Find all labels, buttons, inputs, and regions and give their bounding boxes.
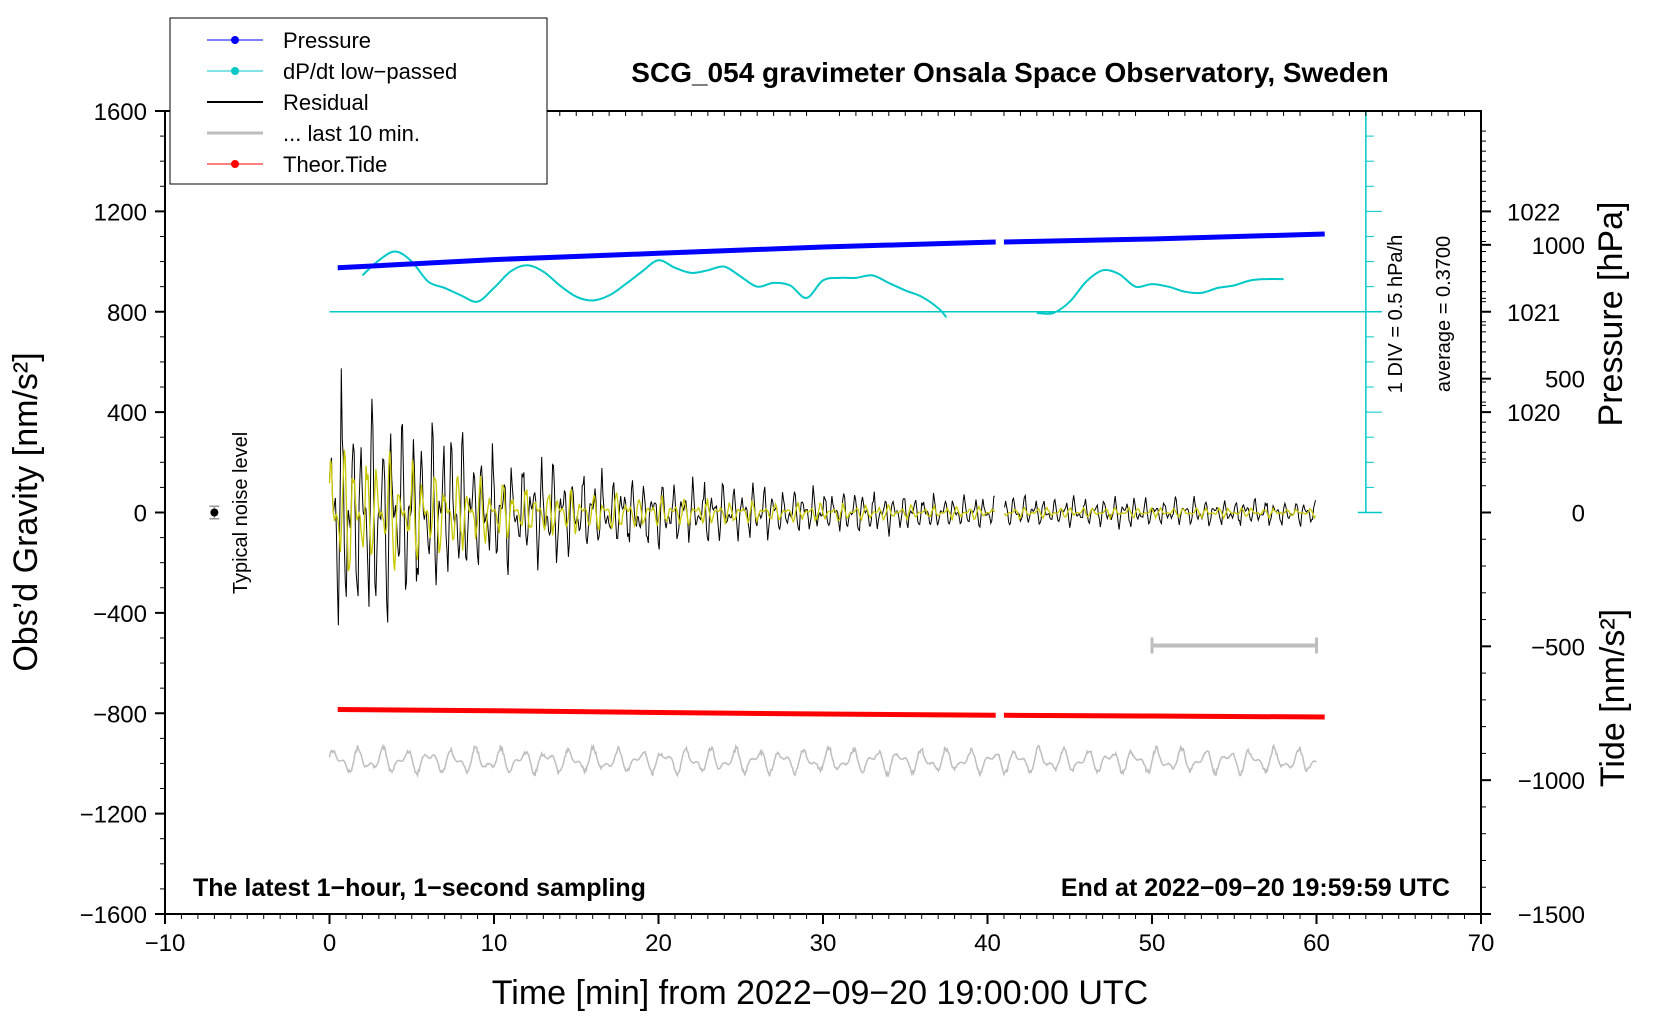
pressure-tick-label: 1021 (1507, 300, 1560, 327)
pressure-line (1003, 231, 1325, 245)
chart-title: SCG_054 gravimeter Onsala Space Observat… (631, 57, 1388, 88)
dpdt-line (1036, 269, 1284, 315)
x-tick-label: 30 (810, 930, 837, 957)
legend-label-pressure: Pressure (283, 28, 371, 53)
y-tick-label: 1200 (94, 199, 147, 226)
legend: Pressure dP/dt low−passed Residual ... l… (169, 17, 548, 185)
y-tick-label: 0 (134, 501, 147, 528)
tide-tick-label: 0 (1572, 501, 1585, 528)
legend-label-tide: Theor.Tide (283, 152, 387, 177)
legend-entry-residual: Residual (207, 90, 369, 115)
x-tick-label: 50 (1139, 930, 1166, 957)
annotation-average: average = 0.3700 (1433, 236, 1455, 392)
axis-layer: −10 0 10 20 30 40 50 60 70−1600−1200−800−4000400… (80, 99, 1585, 957)
residual-lowpass-line (328, 449, 1317, 572)
legend-label-dpdt: dP/dt low−passed (283, 59, 457, 84)
legend-marker-pressure (231, 36, 239, 44)
x-axis-title: Time [min] from 2022−09−20 19:00:00 UTC (492, 974, 1148, 1012)
legend-label-residual: Residual (283, 90, 369, 115)
annotation-end-time: End at 2022−09−20 19:59:59 UTC (1061, 874, 1450, 902)
legend-entry-dpdt: dP/dt low−passed (207, 59, 457, 84)
y-tick-label: −1200 (80, 802, 147, 829)
legend-marker-dpdt (231, 67, 239, 75)
y-tick-label: 400 (107, 400, 147, 427)
y-tick-label: −400 (93, 601, 147, 628)
annotation-noise-level: Typical noise level (230, 432, 252, 594)
annotation-sampling: The latest 1−hour, 1−second sampling (193, 874, 646, 902)
x-tick-label: 20 (645, 930, 672, 957)
annotation-div-scale: 1 DIV = 0.5 hPa/h (1385, 235, 1407, 393)
x-tick-label: −10 (145, 930, 186, 957)
legend-marker-tide (231, 160, 239, 168)
y-axis-title-left: Obs’d Gravity [nm/s²] (7, 352, 45, 671)
legend-entry-last-10-min: ... last 10 min. (207, 121, 420, 146)
x-tick-label: 60 (1303, 930, 1330, 957)
tide-tick-label: 1000 (1532, 233, 1585, 260)
last-10-min-line (328, 743, 1317, 779)
legend-entry-tide: Theor.Tide (207, 152, 387, 177)
x-tick-label: 0 (323, 930, 336, 957)
noise-point (210, 508, 219, 517)
tide-tick-label: 500 (1545, 367, 1585, 394)
x-tick-label: 40 (974, 930, 1001, 957)
tide-line (337, 707, 996, 718)
y-tick-label: −1600 (80, 902, 147, 929)
y-axis-title-tide: Tide [nm/s²] (1594, 609, 1632, 787)
pressure-tick-label: 1022 (1507, 199, 1560, 226)
pressure-tick-label: 1020 (1507, 400, 1560, 427)
pressure-line (337, 239, 996, 271)
legend-label-last-10-min: ... last 10 min. (283, 121, 420, 146)
tide-tick-label: −1500 (1518, 902, 1585, 929)
y-tick-label: 800 (107, 300, 147, 327)
tide-line (1003, 712, 1325, 720)
x-tick-label: 70 (1468, 930, 1495, 957)
x-tick-label: 10 (481, 930, 508, 957)
y-axis-title-pressure: Pressure [hPa] (1592, 202, 1630, 427)
legend-entry-pressure: Pressure (207, 28, 371, 53)
residual-line (329, 368, 1316, 626)
tide-tick-label: −1000 (1518, 768, 1585, 795)
plot-layer (209, 110, 1382, 779)
y-tick-label: 1600 (94, 99, 147, 126)
dpdt-line (361, 250, 948, 318)
y-tick-label: −800 (93, 701, 147, 728)
tide-tick-label: −500 (1531, 634, 1585, 661)
